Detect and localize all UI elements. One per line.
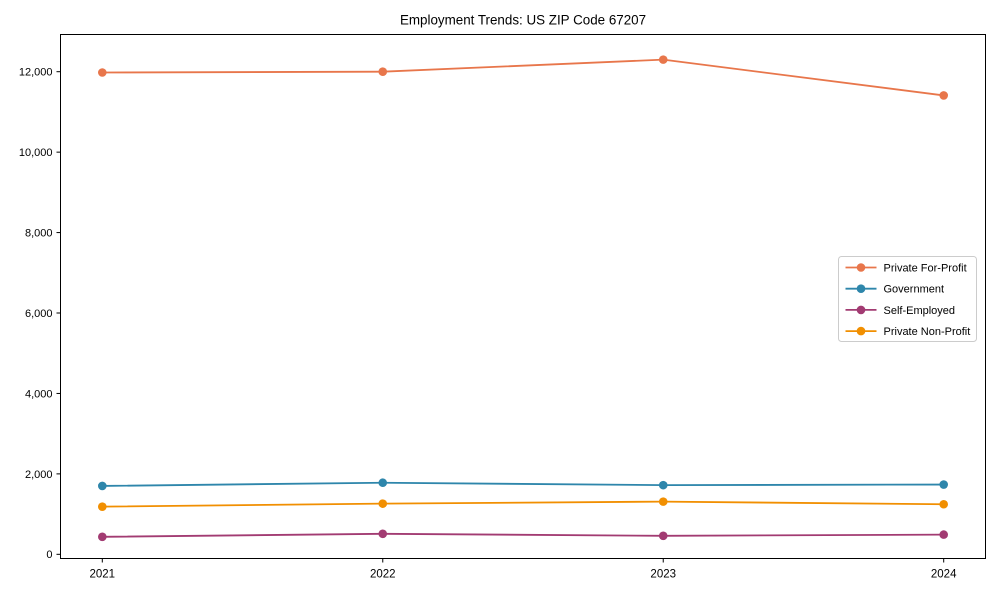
data-point-private-for-profit-2021 bbox=[98, 68, 107, 77]
series-private-for-profit bbox=[98, 55, 948, 100]
data-point-self-employed-2023 bbox=[658, 531, 668, 541]
data-point-government-2024 bbox=[939, 480, 948, 489]
legend-item-private-for-profit: Private For-Profit bbox=[845, 262, 967, 274]
data-point-private-non-profit-2024 bbox=[939, 499, 948, 509]
series-line-private-non-profit bbox=[102, 500, 944, 508]
y-tick-label: 6,000 bbox=[25, 308, 53, 320]
data-point-government-2023 bbox=[658, 480, 668, 490]
legend-label-private-non-profit: Private Non-Profit bbox=[884, 326, 971, 338]
data-point-government-2021 bbox=[98, 481, 107, 491]
legend-item-government: Government bbox=[845, 284, 945, 296]
x-tick-label: 2022 bbox=[370, 569, 396, 581]
series-line-private-for-profit bbox=[102, 58, 944, 97]
legend-item-private-non-profit: Private Non-Profit bbox=[845, 326, 971, 338]
y-tick-label: 2,000 bbox=[25, 469, 53, 481]
y-tick-label: 8,000 bbox=[25, 227, 53, 239]
data-point-private-for-profit-2024 bbox=[939, 91, 948, 100]
y-tick-label: 0 bbox=[46, 549, 52, 561]
legend-item-self-employed: Self-Employed bbox=[845, 305, 956, 317]
series-government bbox=[98, 478, 948, 491]
data-point-self-employed-2024 bbox=[939, 530, 948, 539]
legend-marker-icon-private-non-profit bbox=[856, 326, 866, 336]
data-point-private-non-profit-2021 bbox=[98, 502, 107, 511]
y-tick-label: 10,000 bbox=[19, 147, 53, 159]
legend-marker-icon-government bbox=[856, 284, 866, 294]
plot-border bbox=[60, 34, 986, 559]
legend-marker-icon-private-for-profit bbox=[856, 263, 866, 272]
y-axis: 0 2,000 4,000 6,000 8,000 10,000 12,000 bbox=[19, 67, 61, 561]
data-point-self-employed-2021 bbox=[98, 532, 107, 542]
data-point-government-2022 bbox=[378, 478, 388, 488]
legend-label-self-employed: Self-Employed bbox=[884, 305, 956, 317]
data-point-private-for-profit-2022 bbox=[378, 67, 388, 77]
legend: Private For-Profit Government Self-Employe… bbox=[838, 256, 977, 342]
y-tick-label: 4,000 bbox=[25, 388, 53, 400]
data-point-private-for-profit-2023 bbox=[658, 55, 668, 64]
x-tick-label: 2023 bbox=[650, 569, 676, 581]
x-axis: 2021 2022 2023 2024 bbox=[90, 558, 957, 581]
legend-box bbox=[838, 256, 977, 342]
x-tick-label: 2024 bbox=[931, 569, 957, 581]
data-point-private-non-profit-2023 bbox=[658, 497, 668, 506]
legend-marker-icon-self-employed bbox=[856, 305, 866, 315]
chart-title: Employment Trends: US ZIP Code 67207 bbox=[400, 13, 646, 28]
series-private-non-profit bbox=[98, 497, 948, 511]
legend-label-private-for-profit: Private For-Profit bbox=[884, 262, 967, 274]
series-group bbox=[98, 55, 948, 542]
x-tick-label: 2021 bbox=[90, 569, 116, 581]
y-tick-label: 12,000 bbox=[19, 67, 53, 79]
series-line-self-employed bbox=[102, 532, 944, 538]
series-line-government bbox=[102, 481, 944, 487]
data-point-self-employed-2022 bbox=[378, 529, 388, 539]
legend-label-government: Government bbox=[884, 284, 945, 296]
series-self-employed bbox=[98, 529, 948, 542]
plot-area bbox=[60, 34, 986, 559]
data-point-private-non-profit-2022 bbox=[378, 499, 388, 508]
